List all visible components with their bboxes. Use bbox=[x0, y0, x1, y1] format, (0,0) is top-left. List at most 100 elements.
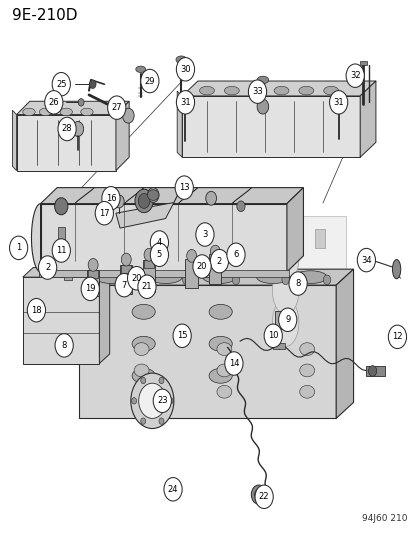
Text: 34: 34 bbox=[360, 256, 371, 264]
Circle shape bbox=[210, 249, 228, 273]
Circle shape bbox=[55, 198, 68, 215]
Bar bbox=[58, 227, 64, 251]
Circle shape bbox=[138, 275, 156, 298]
Ellipse shape bbox=[209, 304, 232, 319]
Bar bbox=[43, 262, 54, 273]
Text: 11: 11 bbox=[56, 246, 66, 255]
Ellipse shape bbox=[81, 108, 93, 116]
Circle shape bbox=[150, 243, 168, 266]
Ellipse shape bbox=[272, 266, 298, 314]
Circle shape bbox=[81, 277, 99, 301]
Circle shape bbox=[135, 189, 153, 213]
Text: 31: 31 bbox=[332, 98, 343, 107]
Text: 30: 30 bbox=[180, 65, 190, 74]
Circle shape bbox=[144, 248, 154, 261]
Circle shape bbox=[278, 308, 296, 332]
Ellipse shape bbox=[149, 271, 182, 284]
Circle shape bbox=[168, 398, 173, 404]
Text: 9E-210D: 9E-210D bbox=[12, 8, 78, 23]
Ellipse shape bbox=[60, 108, 72, 116]
Circle shape bbox=[288, 272, 306, 295]
Bar bbox=[144, 260, 154, 268]
Bar bbox=[64, 259, 71, 280]
Polygon shape bbox=[17, 115, 116, 171]
Text: 5: 5 bbox=[157, 251, 161, 259]
Circle shape bbox=[263, 324, 282, 348]
Circle shape bbox=[177, 180, 185, 191]
Ellipse shape bbox=[298, 86, 313, 95]
Bar bbox=[209, 254, 221, 284]
Ellipse shape bbox=[272, 298, 298, 346]
Circle shape bbox=[281, 275, 289, 285]
Circle shape bbox=[387, 325, 406, 349]
Ellipse shape bbox=[209, 368, 232, 383]
Circle shape bbox=[115, 273, 133, 297]
Circle shape bbox=[114, 195, 124, 208]
Circle shape bbox=[45, 91, 63, 114]
Ellipse shape bbox=[249, 86, 263, 95]
Circle shape bbox=[138, 193, 150, 208]
Circle shape bbox=[182, 275, 190, 285]
Text: 33: 33 bbox=[252, 87, 262, 96]
Polygon shape bbox=[79, 285, 335, 418]
Circle shape bbox=[232, 275, 239, 285]
Polygon shape bbox=[40, 204, 286, 272]
Ellipse shape bbox=[199, 86, 214, 95]
Text: 32: 32 bbox=[349, 71, 360, 80]
Ellipse shape bbox=[202, 271, 235, 284]
Text: 22: 22 bbox=[258, 492, 269, 501]
Circle shape bbox=[131, 398, 136, 404]
Polygon shape bbox=[177, 91, 182, 157]
Ellipse shape bbox=[293, 271, 326, 284]
Polygon shape bbox=[74, 188, 94, 204]
Circle shape bbox=[140, 69, 159, 93]
Circle shape bbox=[147, 188, 159, 203]
Polygon shape bbox=[182, 96, 359, 157]
Circle shape bbox=[107, 96, 126, 119]
Ellipse shape bbox=[323, 86, 338, 95]
Text: 1: 1 bbox=[16, 244, 21, 252]
Ellipse shape bbox=[216, 385, 231, 398]
Polygon shape bbox=[178, 188, 197, 204]
Circle shape bbox=[323, 275, 330, 285]
Bar bbox=[121, 265, 131, 273]
Ellipse shape bbox=[216, 343, 231, 356]
Polygon shape bbox=[12, 110, 17, 171]
Polygon shape bbox=[182, 81, 375, 96]
Ellipse shape bbox=[209, 336, 232, 351]
Circle shape bbox=[256, 99, 268, 114]
Ellipse shape bbox=[224, 86, 239, 95]
Circle shape bbox=[38, 256, 57, 279]
Circle shape bbox=[195, 223, 214, 246]
Text: 23: 23 bbox=[157, 397, 167, 405]
Ellipse shape bbox=[23, 108, 35, 116]
Ellipse shape bbox=[181, 98, 189, 103]
Circle shape bbox=[122, 108, 134, 123]
Ellipse shape bbox=[134, 364, 149, 377]
Bar bbox=[274, 311, 282, 329]
Ellipse shape bbox=[299, 343, 314, 356]
Circle shape bbox=[140, 418, 145, 424]
Circle shape bbox=[78, 99, 84, 106]
Bar bbox=[268, 229, 279, 248]
Ellipse shape bbox=[132, 336, 155, 351]
Bar bbox=[88, 270, 98, 278]
Circle shape bbox=[102, 187, 120, 210]
Ellipse shape bbox=[256, 76, 268, 84]
Ellipse shape bbox=[95, 271, 128, 284]
Polygon shape bbox=[116, 203, 173, 228]
Circle shape bbox=[236, 201, 244, 212]
Bar bbox=[38, 270, 288, 277]
Circle shape bbox=[27, 298, 45, 322]
Polygon shape bbox=[17, 101, 129, 115]
Circle shape bbox=[192, 255, 211, 278]
Text: 18: 18 bbox=[31, 306, 42, 314]
Text: 20: 20 bbox=[196, 262, 207, 271]
Bar bbox=[314, 229, 324, 248]
Circle shape bbox=[131, 373, 173, 429]
Polygon shape bbox=[359, 81, 375, 157]
Ellipse shape bbox=[392, 260, 400, 279]
Text: 9: 9 bbox=[285, 316, 290, 324]
Ellipse shape bbox=[134, 343, 149, 356]
Polygon shape bbox=[31, 204, 40, 272]
